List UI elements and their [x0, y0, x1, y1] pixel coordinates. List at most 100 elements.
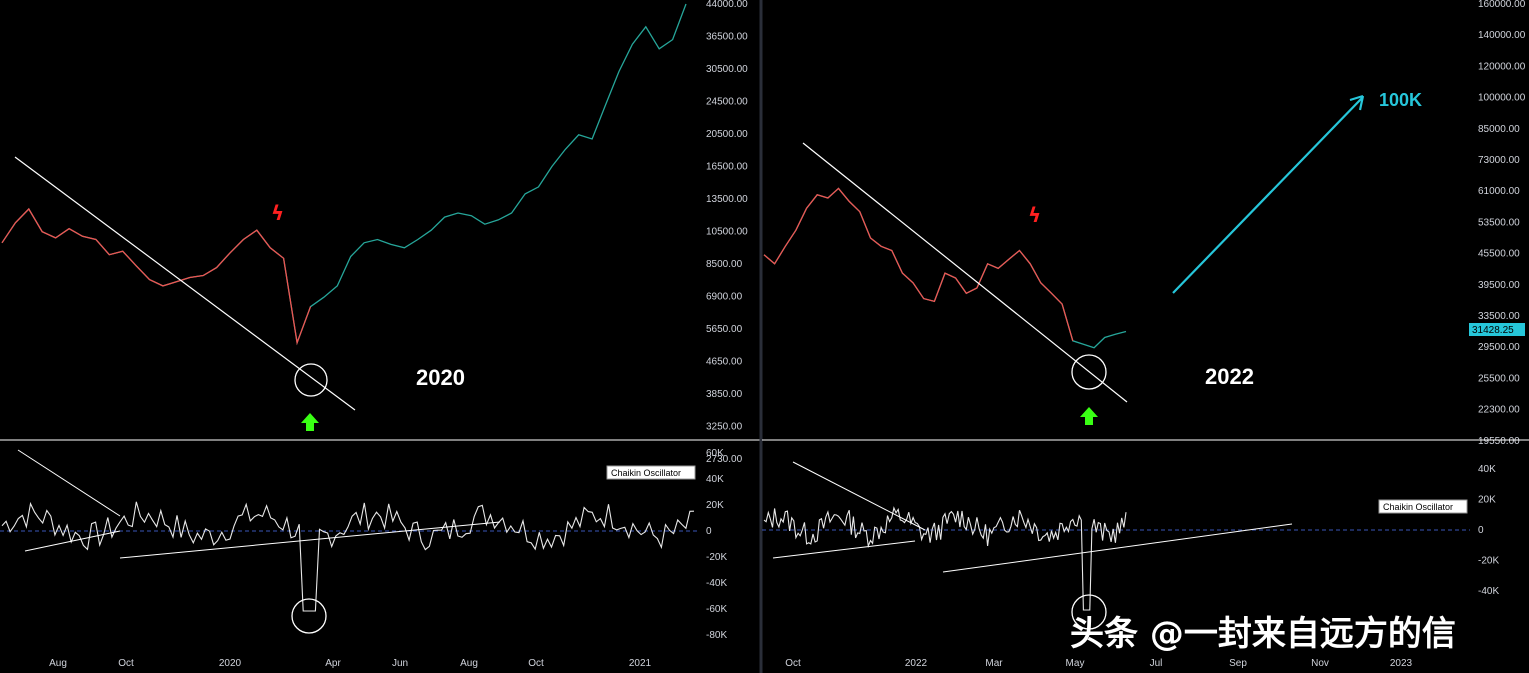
downtrend-line-2022 [802, 142, 1128, 403]
osc-label-2020: Chaikin Oscillator [606, 465, 696, 480]
price-tick: 19550.00 [1478, 436, 1520, 447]
up-arrow-icon-2022 [1080, 407, 1098, 425]
watermark: 头条 @一封来自远方的信 [1070, 614, 1456, 654]
price-tick: 2730.00 [706, 454, 743, 465]
price-tick: 3850.00 [706, 389, 743, 400]
bottom-circle-2020 [294, 363, 328, 397]
price-tick: 73000.00 [1478, 155, 1520, 166]
oscillator-tick: 0 [1478, 525, 1484, 536]
osc-trendline-2020-c [119, 521, 501, 559]
price-tick: 20500.00 [706, 129, 748, 140]
time-tick: Aug [49, 658, 67, 669]
oscillator-tick: 20K [706, 500, 724, 511]
time-tick: 2023 [1390, 658, 1413, 669]
price-tick: 39500.00 [1478, 280, 1520, 291]
price-tick: 30500.00 [706, 64, 748, 75]
oscillator-tick: -20K [706, 552, 727, 563]
oscillator-tick: 60K [706, 448, 724, 459]
price-tick: 3250.00 [706, 422, 743, 433]
oscillator-tick: 20K [1478, 495, 1496, 506]
price-tick: 10500.00 [706, 227, 748, 238]
price-axis-2020: 44000.00 36500.00 30500.00 24500.00 20500.00… [706, 0, 748, 465]
osc-label-2022: Chaikin Oscillator [1378, 499, 1468, 514]
price-tick: 13500.00 [706, 194, 748, 205]
target-arrow-icon [1172, 94, 1365, 294]
price-tick: 29500.00 [1478, 342, 1520, 353]
price-tick: 100000.00 [1478, 93, 1526, 104]
price-tick: 22300.00 [1478, 405, 1520, 416]
price-tick: 45500.00 [1478, 249, 1520, 260]
osc-trendline-2022-a [792, 461, 926, 531]
oscillator-axis-2022: 40K 20K 0 -20K -40K [1478, 464, 1499, 597]
price-tick: 61000.00 [1478, 186, 1520, 197]
time-tick: 2022 [905, 658, 928, 669]
osc-trendline-2022-b [772, 540, 916, 559]
current-price-badge: 31428.25 [1469, 323, 1525, 336]
osc-trendline-2020-b [24, 530, 121, 552]
price-series-2020 [1, 3, 687, 346]
time-tick: Aug [460, 658, 478, 669]
oscillator-tick: -40K [706, 578, 727, 589]
price-tick: 25500.00 [1478, 373, 1520, 384]
oscillator-tick: 40K [706, 474, 724, 485]
time-axis-2020: Aug Oct 2020 Apr Jun Aug Oct 2021 [49, 658, 651, 669]
oscillator-tick: -40K [1478, 586, 1499, 597]
time-tick: Jun [392, 658, 408, 669]
price-tick: 53500.00 [1478, 217, 1520, 228]
oscillator-tick: -20K [1478, 556, 1499, 567]
price-tick: 36500.00 [706, 32, 748, 43]
price-tick: 16500.00 [706, 162, 748, 173]
lightning-icon-2022: ϟ [1028, 203, 1041, 227]
svg-text:Chaikin Oscillator: Chaikin Oscillator [611, 468, 681, 478]
time-tick: 2021 [629, 658, 652, 669]
oscillator-series-2022 [763, 506, 1127, 611]
svg-text:31428.25: 31428.25 [1472, 325, 1514, 336]
downtrend-line-2020 [14, 156, 356, 411]
price-tick: 8500.00 [706, 259, 743, 270]
time-tick: Oct [118, 658, 134, 669]
price-series-2022-down [763, 187, 1074, 341]
osc-bottom-circle-2020 [291, 598, 327, 634]
osc-trendline-2022-c [942, 523, 1293, 573]
lightning-icon-2020: ϟ [271, 201, 284, 225]
time-tick: May [1066, 658, 1085, 669]
year-label-2022: 2022 [1205, 364, 1254, 389]
price-tick: 44000.00 [706, 0, 748, 10]
time-tick: Oct [528, 658, 544, 669]
price-tick: 160000.00 [1478, 0, 1526, 10]
time-tick: Nov [1311, 658, 1329, 669]
time-tick: Oct [785, 658, 801, 669]
price-tick: 6900.00 [706, 292, 743, 303]
oscillator-axis-2020: 60K 40K 20K 0 -20K -40K -60K -80K [706, 448, 727, 641]
price-series-2020-down [1, 207, 312, 346]
oscillator-tick: -60K [706, 604, 727, 615]
chart-panel-2022: ϟ 100K 2022 160000.00 140000.00 120000.00 1… [762, 0, 1529, 669]
osc-bottom-circle-2022 [1071, 594, 1107, 630]
chart-panel-2020: ϟ 2020 44000.00 36500.00 30500.00 24500.00 2… [0, 0, 760, 669]
price-tick: 33500.00 [1478, 311, 1520, 322]
time-tick: 2020 [219, 658, 242, 669]
bottom-circle-2022 [1071, 354, 1107, 390]
osc-trendline-2020-a [17, 449, 121, 517]
svg-text:Chaikin Oscillator: Chaikin Oscillator [1383, 502, 1453, 512]
price-tick: 5650.00 [706, 324, 743, 335]
price-tick: 120000.00 [1478, 61, 1526, 72]
time-tick: Jul [1150, 658, 1163, 669]
time-tick: Mar [985, 658, 1003, 669]
oscillator-tick: -80K [706, 630, 727, 641]
price-tick: 140000.00 [1478, 30, 1526, 41]
time-tick: Sep [1229, 658, 1247, 669]
price-tick: 4650.00 [706, 357, 743, 368]
up-arrow-icon-2020 [301, 413, 319, 431]
time-axis-2022: Oct 2022 Mar May Jul Sep Nov 2023 [785, 658, 1412, 669]
time-tick: Apr [325, 658, 341, 669]
price-tick: 24500.00 [706, 97, 748, 108]
year-label-2020: 2020 [416, 365, 465, 390]
oscillator-series-2020 [1, 501, 695, 612]
price-tick: 85000.00 [1478, 124, 1520, 135]
oscillator-tick: 0 [706, 526, 712, 537]
oscillator-tick: 40K [1478, 464, 1496, 475]
price-series-2022 [763, 187, 1127, 349]
target-label: 100K [1379, 90, 1422, 110]
